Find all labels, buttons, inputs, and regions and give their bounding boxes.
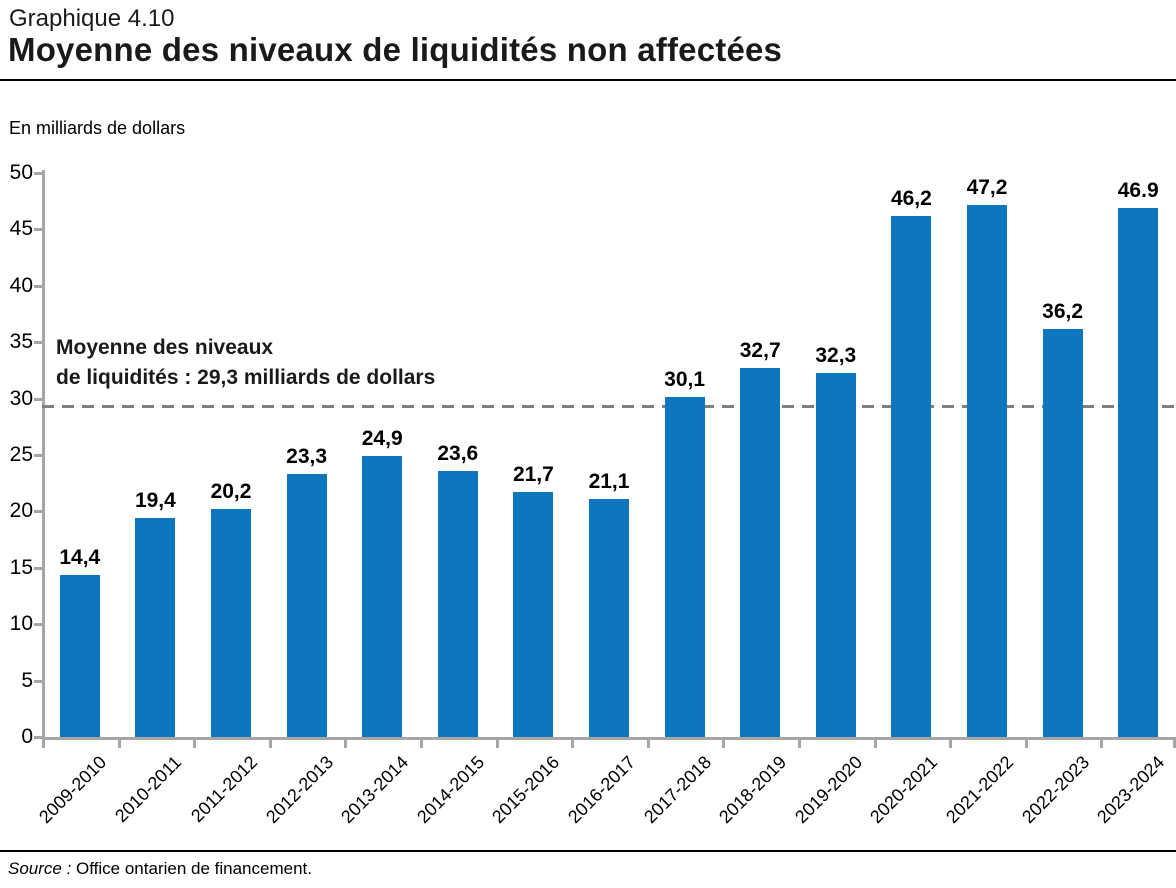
bar-value-label: 23,6 (437, 441, 479, 465)
x-tick (646, 740, 650, 748)
bar-value-label: 21,1 (588, 469, 630, 493)
x-tick (117, 740, 121, 748)
bar-value-label: 46,2 (890, 186, 932, 210)
bar-value-label: 32,7 (739, 339, 781, 363)
chart-number: Graphique 4.10 (9, 5, 175, 32)
bar (362, 456, 403, 737)
bar (1118, 207, 1159, 737)
bar-value-label: 46.9 (1117, 178, 1159, 202)
y-axis-line (42, 170, 45, 740)
y-tick-label: 40 (9, 273, 33, 297)
bar (589, 498, 629, 737)
y-tick (34, 228, 42, 232)
bar-value-label: 24,9 (361, 427, 403, 451)
bar (815, 372, 856, 737)
bar (59, 574, 100, 737)
x-tick (873, 740, 877, 748)
x-tick (420, 740, 423, 748)
y-tick-label: 35 (9, 330, 33, 354)
source-text: Office ontarien de financement. (71, 859, 312, 878)
average-annotation: Moyenne des niveaux de liquidités : 29,3… (56, 333, 435, 393)
x-tick (722, 740, 726, 748)
y-tick (34, 566, 42, 570)
bar (740, 368, 781, 737)
y-tick-label: 25 (9, 443, 33, 466)
average-annotation-line1: Moyenne des niveaux (56, 336, 274, 359)
bar-value-label: 14,4 (59, 545, 101, 569)
bar (513, 492, 554, 737)
x-tick (193, 740, 197, 748)
x-tick (495, 740, 499, 748)
y-tick-label: 15 (9, 555, 33, 579)
source-note: Source : Office ontarien de financement. (8, 859, 312, 879)
bar (664, 397, 705, 737)
y-tick-label: 10 (9, 612, 33, 636)
bar (967, 204, 1007, 737)
x-tick (1100, 740, 1104, 748)
bar-value-label: 30,1 (664, 368, 706, 392)
bar-value-label: 19,4 (134, 489, 176, 513)
x-tick (1173, 740, 1176, 748)
bar (437, 470, 478, 737)
y-tick (34, 510, 42, 514)
x-tick (571, 740, 575, 748)
x-tick (268, 740, 272, 748)
y-tick-label: 50 (9, 161, 33, 184)
y-tick-label: 20 (9, 499, 33, 523)
bar-value-label: 20,2 (210, 480, 252, 504)
y-tick (34, 397, 42, 401)
average-annotation-line2: de liquidités : 29,3 milliards de dollar… (56, 366, 436, 389)
y-tick-label: 45 (9, 217, 33, 241)
bar (891, 215, 932, 737)
bar (286, 474, 327, 737)
bar-value-label: 21,7 (512, 463, 554, 487)
bar-value-label: 32,3 (815, 343, 857, 367)
y-tick-label: 0 (21, 725, 33, 748)
x-tick (1024, 740, 1028, 748)
x-tick (949, 740, 953, 748)
bar (1042, 328, 1083, 737)
footer-divider (0, 850, 1176, 852)
average-line (42, 405, 1176, 409)
y-tick-label: 30 (9, 386, 33, 410)
y-tick (34, 736, 42, 739)
units-label: En milliards de dollars (9, 118, 186, 138)
y-tick (34, 341, 42, 345)
bar (135, 518, 176, 737)
bar-value-label: 47,2 (966, 175, 1008, 199)
header-divider (0, 79, 1176, 81)
y-tick-label: 5 (21, 668, 33, 692)
x-axis-line (42, 737, 1176, 740)
source-prefix: Source : (8, 859, 72, 878)
y-tick (34, 454, 42, 457)
x-tick (42, 740, 45, 748)
bar-value-label: 36,2 (1042, 299, 1084, 323)
bar (211, 509, 251, 737)
x-tick (344, 740, 348, 748)
bar-value-label: 23,3 (286, 445, 328, 469)
y-tick (34, 623, 42, 627)
chart-title: Moyenne des niveaux de liquidités non af… (8, 31, 783, 68)
y-tick (34, 284, 42, 288)
x-tick (798, 740, 801, 748)
y-tick (34, 172, 42, 175)
y-tick (34, 679, 42, 683)
